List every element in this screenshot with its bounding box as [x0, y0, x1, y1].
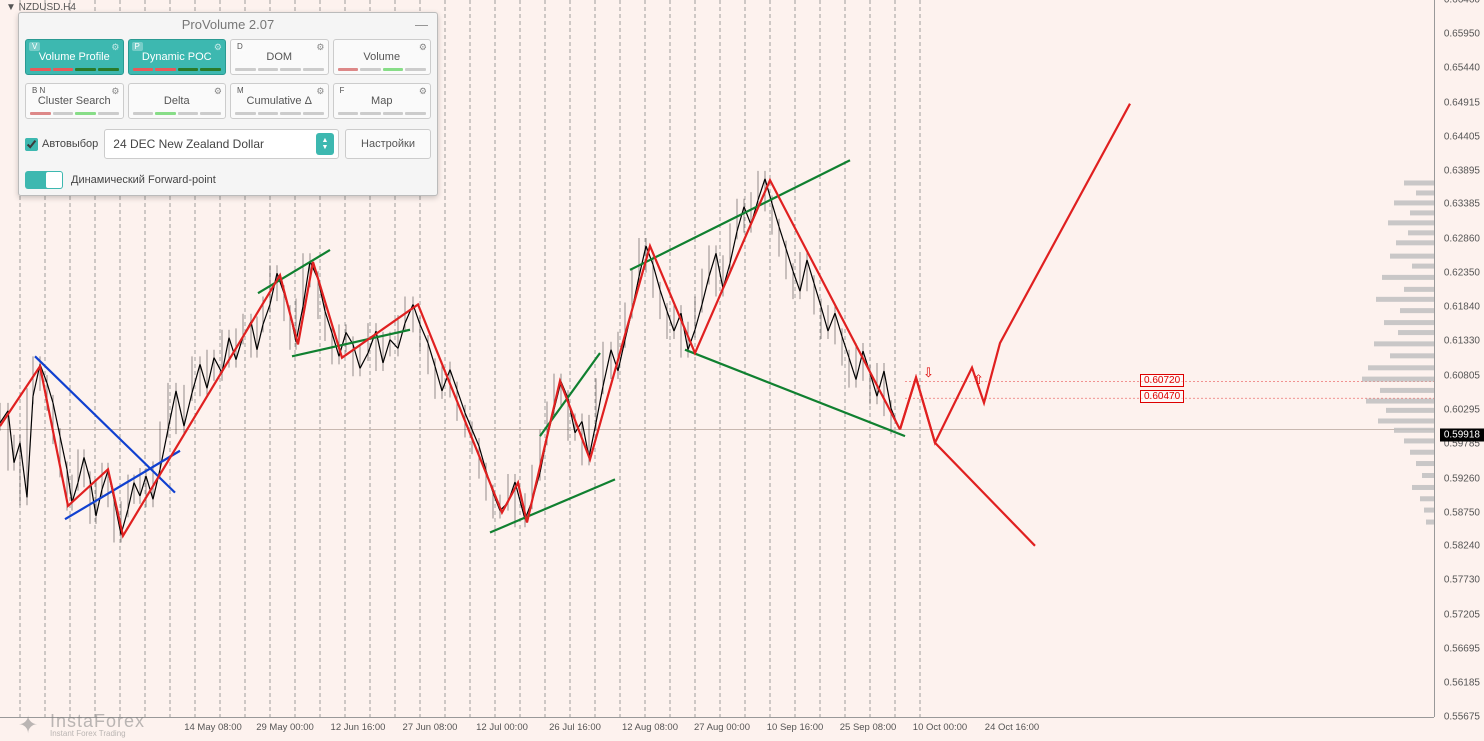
x-tick: 10 Sep 16:00 — [767, 722, 824, 733]
x-tick: 12 Jul 00:00 — [476, 722, 528, 733]
target-label: 0.60720 — [1140, 374, 1184, 387]
panel-tabs-row2: B N⚙Cluster Search⚙DeltaM⚙Cumulative ΔF⚙… — [19, 79, 437, 123]
y-tick: 0.57730 — [1444, 575, 1480, 586]
y-tick: 0.62860 — [1444, 234, 1480, 245]
gear-icon[interactable]: ⚙ — [214, 86, 222, 97]
forward-point-toggle[interactable] — [25, 171, 63, 189]
panel-title: ProVolume 2.07 — [182, 17, 275, 32]
x-tick: 26 Jul 16:00 — [549, 722, 601, 733]
y-tick: 0.62350 — [1444, 268, 1480, 279]
tab-cluster-search[interactable]: B N⚙Cluster Search — [25, 83, 124, 119]
tab-delta[interactable]: ⚙Delta — [128, 83, 227, 119]
y-tick: 0.64405 — [1444, 131, 1480, 142]
y-tick: 0.63895 — [1444, 165, 1480, 176]
panel-titlebar[interactable]: ProVolume 2.07 — — [19, 13, 437, 35]
x-tick: 25 Sep 08:00 — [840, 722, 897, 733]
y-tick: 0.58240 — [1444, 541, 1480, 552]
panel-toggle-row: Динамический Forward-point — [19, 165, 437, 195]
settings-button[interactable]: Настройки — [345, 129, 431, 159]
y-axis: 0.66460 0.65950 0.65440 0.64915 0.64405 0.638… — [1434, 0, 1484, 717]
y-tick: 0.55675 — [1444, 712, 1480, 723]
y-tick: 0.61330 — [1444, 336, 1480, 347]
auto-checkbox-label: Автовыбор — [42, 138, 98, 150]
x-tick: 29 May 00:00 — [256, 722, 314, 733]
logo-main: InstaForex — [50, 712, 145, 730]
gear-icon[interactable]: ⚙ — [316, 86, 324, 97]
tab-volume[interactable]: ⚙Volume — [333, 39, 432, 75]
gear-icon[interactable]: ⚙ — [419, 86, 427, 97]
panel-controls: Автовыбор 24 DEC New Zealand Dollar ▲▼ Н… — [19, 123, 437, 165]
watermark-logo: ✦ InstaForex Instant Forex Trading — [12, 709, 145, 741]
current-price-tag: 0.59918 — [1440, 428, 1484, 441]
y-tick: 0.63385 — [1444, 199, 1480, 210]
y-tick: 0.61840 — [1444, 302, 1480, 313]
instrument-select[interactable]: 24 DEC New Zealand Dollar ▲▼ — [104, 129, 339, 159]
x-tick: 12 Jun 16:00 — [331, 722, 386, 733]
x-tick: 12 Aug 08:00 — [622, 722, 678, 733]
instrument-value: 24 DEC New Zealand Dollar — [113, 137, 264, 151]
x-tick: 14 May 08:00 — [184, 722, 242, 733]
logo-sub: Instant Forex Trading — [50, 730, 145, 738]
gear-icon[interactable]: ⚙ — [111, 86, 119, 97]
gear-icon[interactable]: ⚙ — [316, 42, 324, 53]
y-tick: 0.56185 — [1444, 678, 1480, 689]
y-tick: 0.60295 — [1444, 404, 1480, 415]
x-tick: 27 Jun 08:00 — [403, 722, 458, 733]
y-tick: 0.59260 — [1444, 473, 1480, 484]
y-tick: 0.56695 — [1444, 644, 1480, 655]
tab-dynamic-poc[interactable]: P⚙Dynamic POC — [128, 39, 227, 75]
arrow-indicator: ⇧ — [973, 372, 984, 388]
gear-icon[interactable]: ⚙ — [111, 42, 119, 53]
target-label: 0.60470 — [1140, 390, 1184, 403]
y-tick: 0.65440 — [1444, 62, 1480, 73]
tab-dom[interactable]: D⚙DOM — [230, 39, 329, 75]
tab-map[interactable]: F⚙Map — [333, 83, 432, 119]
x-tick: 27 Aug 00:00 — [694, 722, 750, 733]
toggle-label: Динамический Forward-point — [71, 174, 216, 186]
minimize-icon[interactable]: — — [415, 17, 429, 31]
gear-icon[interactable]: ⚙ — [419, 42, 427, 53]
x-tick: 24 Oct 16:00 — [985, 722, 1039, 733]
select-spinner-icon[interactable]: ▲▼ — [316, 133, 334, 155]
logo-icon: ✦ — [12, 709, 44, 741]
x-tick: 10 Oct 00:00 — [913, 722, 967, 733]
y-tick: 0.65950 — [1444, 28, 1480, 39]
y-tick: 0.57205 — [1444, 610, 1480, 621]
y-tick: 0.64915 — [1444, 97, 1480, 108]
panel-tabs-row1: V⚙Volume ProfileP⚙Dynamic POCD⚙DOM⚙Volum… — [19, 35, 437, 79]
y-tick: 0.66460 — [1444, 0, 1480, 6]
auto-checkbox[interactable]: Автовыбор — [25, 138, 98, 151]
x-axis: 14 May 08:00 29 May 00:00 12 Jun 16:00 27 J… — [0, 717, 1434, 741]
auto-checkbox-input[interactable] — [25, 138, 38, 151]
gear-icon[interactable]: ⚙ — [214, 42, 222, 53]
provolume-panel: ProVolume 2.07 — V⚙Volume ProfileP⚙Dynam… — [18, 12, 438, 196]
y-tick: 0.58750 — [1444, 507, 1480, 518]
arrow-indicator: ⇩ — [923, 365, 934, 381]
tab-volume-profile[interactable]: V⚙Volume Profile — [25, 39, 124, 75]
tab-cumulative-[interactable]: M⚙Cumulative Δ — [230, 83, 329, 119]
y-tick: 0.60805 — [1444, 370, 1480, 381]
